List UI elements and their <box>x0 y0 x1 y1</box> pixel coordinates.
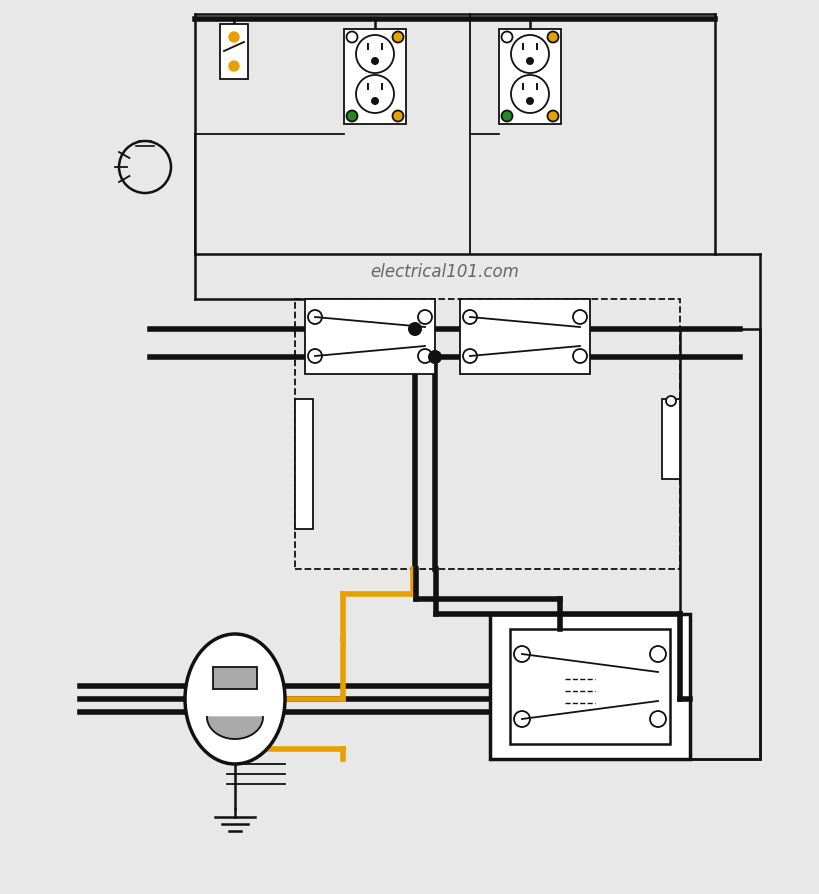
Bar <box>219 25 247 80</box>
Circle shape <box>463 310 477 325</box>
Bar <box>295 400 313 529</box>
Circle shape <box>547 32 558 44</box>
Circle shape <box>355 36 393 74</box>
Circle shape <box>547 112 558 122</box>
Circle shape <box>510 76 549 114</box>
Circle shape <box>665 397 675 407</box>
Circle shape <box>229 62 238 72</box>
Circle shape <box>463 350 477 364</box>
Circle shape <box>392 112 403 122</box>
Circle shape <box>501 112 512 122</box>
Bar <box>509 629 669 744</box>
Bar <box>295 299 679 569</box>
Circle shape <box>370 97 378 105</box>
Circle shape <box>229 33 238 43</box>
Text: electrical101.com: electrical101.com <box>370 263 518 281</box>
Bar <box>344 30 405 125</box>
Circle shape <box>428 350 441 365</box>
Bar <box>490 614 689 759</box>
Circle shape <box>418 310 432 325</box>
Circle shape <box>649 646 665 662</box>
Polygon shape <box>206 717 263 739</box>
Circle shape <box>392 32 403 44</box>
Circle shape <box>501 32 512 44</box>
Circle shape <box>514 712 529 727</box>
Bar <box>661 400 679 479</box>
Bar <box>499 30 560 125</box>
Circle shape <box>514 646 529 662</box>
Circle shape <box>418 350 432 364</box>
Circle shape <box>346 112 357 122</box>
Circle shape <box>355 76 393 114</box>
Circle shape <box>525 58 533 66</box>
Circle shape <box>649 712 665 727</box>
Circle shape <box>510 36 549 74</box>
Bar <box>305 299 434 375</box>
Circle shape <box>525 97 533 105</box>
Ellipse shape <box>185 634 285 764</box>
Circle shape <box>308 350 322 364</box>
Circle shape <box>346 32 357 44</box>
Circle shape <box>572 310 586 325</box>
Bar <box>459 299 590 375</box>
Circle shape <box>370 58 378 66</box>
Circle shape <box>308 310 322 325</box>
Circle shape <box>572 350 586 364</box>
Circle shape <box>408 323 422 337</box>
Bar <box>213 667 256 689</box>
Bar <box>679 330 759 759</box>
